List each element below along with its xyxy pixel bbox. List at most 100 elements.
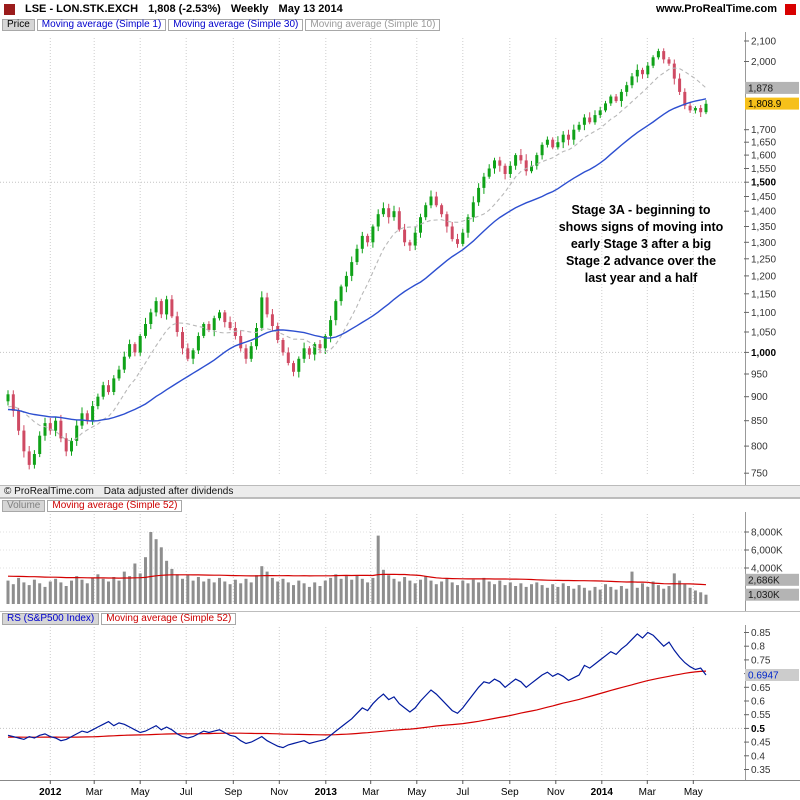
candle-body (207, 324, 211, 330)
candle-body (667, 59, 671, 64)
candle-body (122, 356, 126, 370)
candle-body (313, 344, 317, 355)
volume-bar (181, 578, 184, 604)
candle-body (154, 301, 158, 313)
volume-bar (604, 584, 607, 604)
svg-text:1,030K: 1,030K (748, 590, 780, 601)
volume-bar (297, 580, 301, 604)
price-chart-canvas[interactable]: 750 800 850 900 950 1,000 1,050 1,100 1,150 1,200… (0, 32, 800, 485)
volume-bar (286, 582, 290, 604)
candle-body (334, 301, 338, 321)
volume-bar (276, 581, 280, 604)
candle-body (376, 214, 380, 227)
volume-bar (598, 589, 602, 604)
axis-label: 0.5 (751, 724, 765, 735)
prorealtime-link[interactable]: www.ProRealTime.com (655, 3, 777, 15)
volume-bar (545, 587, 549, 604)
candle-body (445, 214, 449, 227)
candle-body (128, 344, 132, 357)
candle-body (249, 346, 253, 359)
volume-bar (339, 578, 343, 604)
candle-body (498, 160, 502, 166)
candle-body (408, 242, 412, 246)
volume-bar (207, 578, 211, 604)
volume-bar (149, 532, 153, 604)
volume-bar (408, 580, 412, 604)
volume-bar (424, 576, 428, 604)
volume-bar (17, 577, 21, 604)
candle-body (360, 235, 364, 249)
volume-bar (572, 588, 576, 604)
volume-label[interactable]: Volume (2, 499, 46, 512)
volume-ma-legend[interactable]: Moving average (Simple 52) (47, 499, 183, 512)
candle-body (27, 451, 31, 465)
axis-label: 950 (751, 370, 768, 381)
volume-bar (32, 579, 36, 604)
candle-body (286, 352, 290, 363)
price-axis-badge: 1,808.9 (745, 97, 799, 110)
ma-simple1-legend[interactable]: Moving average (Simple 1) (36, 19, 167, 31)
volume-axis-badge: 1,030K (745, 588, 799, 601)
candle-body (582, 117, 586, 125)
axis-label: 850 (751, 416, 768, 427)
rs-chart-canvas[interactable]: 0.850.80.750.70.650.60.550.50.450.40.350… (0, 625, 800, 780)
rs-label[interactable]: RS (S&P500 Index) (2, 612, 100, 625)
candle-body (11, 394, 15, 411)
volume-bar (593, 586, 597, 604)
candle-body (699, 108, 703, 113)
volume-bar (672, 573, 676, 604)
candle-body (604, 103, 607, 111)
candle-body (107, 385, 110, 393)
candle-body (54, 420, 58, 431)
candle-body (196, 336, 200, 351)
candle-body (440, 205, 444, 215)
time-axis-label: Jul (180, 787, 193, 798)
volume-bar (101, 578, 105, 604)
instrument-icon[interactable] (4, 3, 15, 15)
candle-body (593, 115, 597, 123)
candle-body (339, 286, 343, 302)
volume-bar (75, 576, 79, 604)
time-axis: 2012 Mar May Jul Sep Nov 2013 Mar May Jul Sep Nov 20… (0, 780, 800, 800)
volume-bar (170, 568, 174, 604)
candle-body (318, 344, 322, 349)
volume-bar (22, 582, 26, 604)
candle-body (477, 187, 481, 203)
candle-body (228, 322, 232, 328)
volume-bar (493, 584, 496, 604)
rs-ma-legend[interactable]: Moving average (Simple 52) (101, 612, 237, 625)
volume-bar (27, 585, 31, 604)
candle-body (223, 312, 227, 323)
candle-body (424, 205, 428, 218)
symbol-name: LSE - LON.STK.EXCH (25, 3, 139, 15)
svg-text:1,878: 1,878 (748, 83, 773, 94)
ma-simple10-legend[interactable]: Moving average (Simple 10) (305, 19, 441, 31)
volume-bar (540, 585, 544, 604)
volume-bar (239, 583, 243, 604)
candle-body (651, 57, 655, 66)
volume-bar (165, 560, 169, 604)
candle-body (59, 420, 63, 439)
price-label[interactable]: Price (2, 19, 35, 31)
last-quote: 1,808 (-2.53%) (148, 3, 221, 15)
candle-body (630, 76, 634, 86)
candle-body (572, 129, 576, 140)
volume-bar (202, 581, 206, 604)
candle-body (381, 208, 385, 215)
candle-body (344, 275, 348, 287)
volume-bar (551, 584, 555, 604)
time-axis-label: May (684, 787, 703, 798)
ma30-line (7, 98, 707, 422)
volume-bar (112, 577, 116, 604)
svg-text:2,686K: 2,686K (748, 575, 780, 586)
candle-body (493, 160, 496, 169)
volume-bar (265, 571, 269, 604)
ma-simple30-legend[interactable]: Moving average (Simple 30) (168, 19, 304, 31)
volume-bar (556, 586, 560, 604)
candle-body (688, 105, 692, 111)
copyright-bar: © ProRealTime.com Data adjusted after di… (0, 485, 800, 498)
axis-label: 0.75 (751, 655, 771, 666)
volume-bar (498, 580, 502, 604)
